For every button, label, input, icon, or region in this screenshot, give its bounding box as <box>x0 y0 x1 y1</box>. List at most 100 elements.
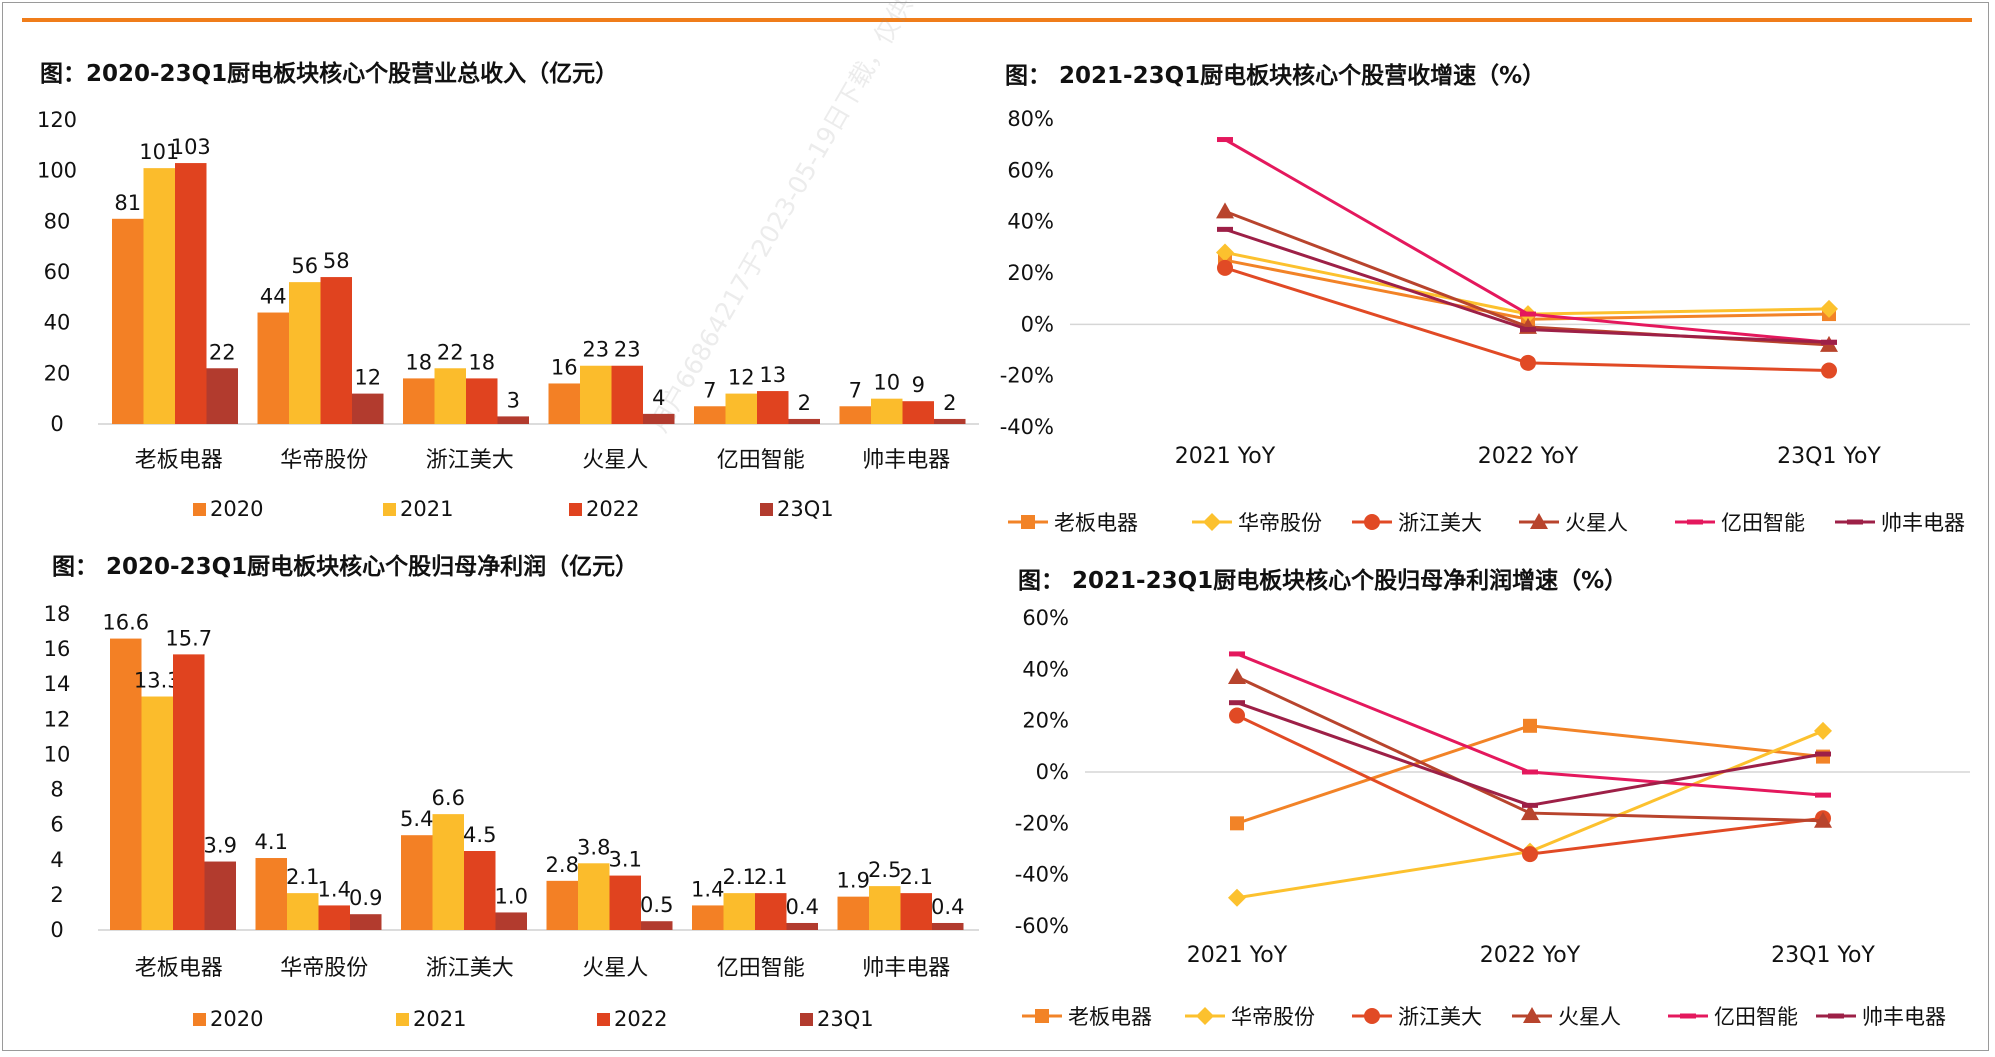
data-label: 2.8 <box>546 853 579 877</box>
legend-marker <box>1035 1009 1049 1023</box>
data-label: 0.9 <box>349 886 382 910</box>
category-label: 老板电器 <box>135 448 223 473</box>
x-tick-label: 23Q1 YoY <box>1777 444 1881 469</box>
data-label: 0.4 <box>931 895 964 919</box>
legend-label: 浙江美大 <box>1398 511 1482 535</box>
y-tick-label: 0% <box>1036 760 1069 784</box>
data-label: 2.1 <box>286 865 319 889</box>
data-label: 13 <box>759 363 786 387</box>
series-marker <box>1217 137 1233 143</box>
y-tick-label: 40% <box>1007 210 1054 234</box>
data-label: 3.9 <box>204 834 237 858</box>
y-tick-label: 8 <box>50 778 63 802</box>
bar <box>725 393 757 424</box>
data-label: 3 <box>507 388 520 412</box>
data-label: 7 <box>703 378 716 402</box>
legend-marker <box>1530 513 1548 529</box>
y-tick-label: 16 <box>44 637 71 661</box>
bar <box>643 413 675 424</box>
data-label: 1.0 <box>495 884 528 908</box>
series-marker <box>1217 259 1233 276</box>
category-label: 帅丰电器 <box>862 956 950 981</box>
data-label: 56 <box>291 254 318 278</box>
series-marker <box>1523 718 1537 733</box>
data-label: 23 <box>614 338 641 362</box>
legend-marker <box>1364 1008 1380 1024</box>
bar <box>257 312 289 424</box>
category-label: 帅丰电器 <box>862 448 950 473</box>
y-tick-label: 40 <box>44 311 71 335</box>
y-tick-label: 20% <box>1007 261 1054 285</box>
data-label: 6.6 <box>432 786 465 810</box>
data-label: 16 <box>551 355 578 379</box>
y-tick-label: 14 <box>44 672 71 696</box>
bar <box>548 383 580 424</box>
legend-marker <box>1364 514 1380 530</box>
x-tick-label: 2021 YoY <box>1187 943 1288 968</box>
y-tick-label: 40% <box>1022 657 1069 681</box>
legend-label: 2021 <box>400 497 453 521</box>
series-line <box>1236 675 1824 823</box>
bar <box>401 835 433 930</box>
y-tick-label: -40% <box>1000 415 1054 439</box>
bar <box>692 905 724 930</box>
data-label: 1.4 <box>318 877 351 901</box>
data-label: 103 <box>171 135 211 159</box>
bar <box>318 905 350 930</box>
y-tick-label: 18 <box>44 602 71 626</box>
series-marker <box>1522 769 1538 775</box>
data-label: 1.9 <box>837 869 870 893</box>
bar <box>900 893 932 930</box>
data-label: 16.6 <box>102 611 149 635</box>
bar <box>143 168 175 424</box>
bar <box>871 398 903 424</box>
y-tick-label: 20% <box>1022 709 1069 733</box>
legend-marker <box>1523 1007 1541 1023</box>
series-marker <box>1228 888 1246 907</box>
bar <box>403 378 435 424</box>
y-tick-label: 100 <box>37 159 77 183</box>
series-marker <box>1216 202 1234 219</box>
y-tick-label: 12 <box>44 707 71 731</box>
bar <box>788 418 820 424</box>
legend-label: 23Q1 <box>817 1007 874 1031</box>
bar <box>578 863 610 930</box>
legend-label: 火星人 <box>1565 511 1628 535</box>
legend-marker <box>1687 519 1703 525</box>
bar <box>495 912 527 930</box>
legend-label: 老板电器 <box>1054 511 1138 535</box>
bar <box>432 814 464 930</box>
bar <box>934 418 966 424</box>
y-tick-label: 2 <box>50 883 63 907</box>
category-label: 浙江美大 <box>426 956 514 981</box>
bar <box>932 922 964 930</box>
legend-swatch <box>396 1013 409 1026</box>
legend-label: 帅丰电器 <box>1881 511 1965 535</box>
x-tick-label: 2022 YoY <box>1480 943 1581 968</box>
legend-marker <box>1021 515 1035 529</box>
legend-label: 华帝股份 <box>1231 1005 1315 1029</box>
y-tick-label: -20% <box>1000 364 1054 388</box>
bar <box>173 654 205 930</box>
data-label: 2 <box>798 391 811 415</box>
legend-label: 华帝股份 <box>1238 511 1322 535</box>
data-label: 4.1 <box>255 830 288 854</box>
data-label: 3.8 <box>577 835 610 859</box>
bar <box>497 416 529 424</box>
data-label: 5.4 <box>400 807 433 831</box>
rev-growth-chart-title: 图： 2021-23Q1厨电板块核心个股营收增速（%） <box>1005 63 1546 89</box>
bar <box>609 875 641 930</box>
data-label: 10 <box>873 371 900 395</box>
bar <box>289 282 321 424</box>
series-marker <box>1814 811 1832 828</box>
data-label: 7 <box>849 378 862 402</box>
bar <box>902 401 934 424</box>
data-label: 13.3 <box>134 669 181 693</box>
legend-label: 亿田智能 <box>1714 1005 1798 1029</box>
profit-growth-chart-title: 图： 2021-23Q1厨电板块核心个股归母净利润增速（%） <box>1018 568 1628 594</box>
data-label: 0.5 <box>640 893 673 917</box>
y-tick-label: 20 <box>44 361 71 385</box>
x-tick-label: 23Q1 YoY <box>1771 943 1875 968</box>
data-label: 2.1 <box>754 865 787 889</box>
data-label: 81 <box>114 191 141 215</box>
